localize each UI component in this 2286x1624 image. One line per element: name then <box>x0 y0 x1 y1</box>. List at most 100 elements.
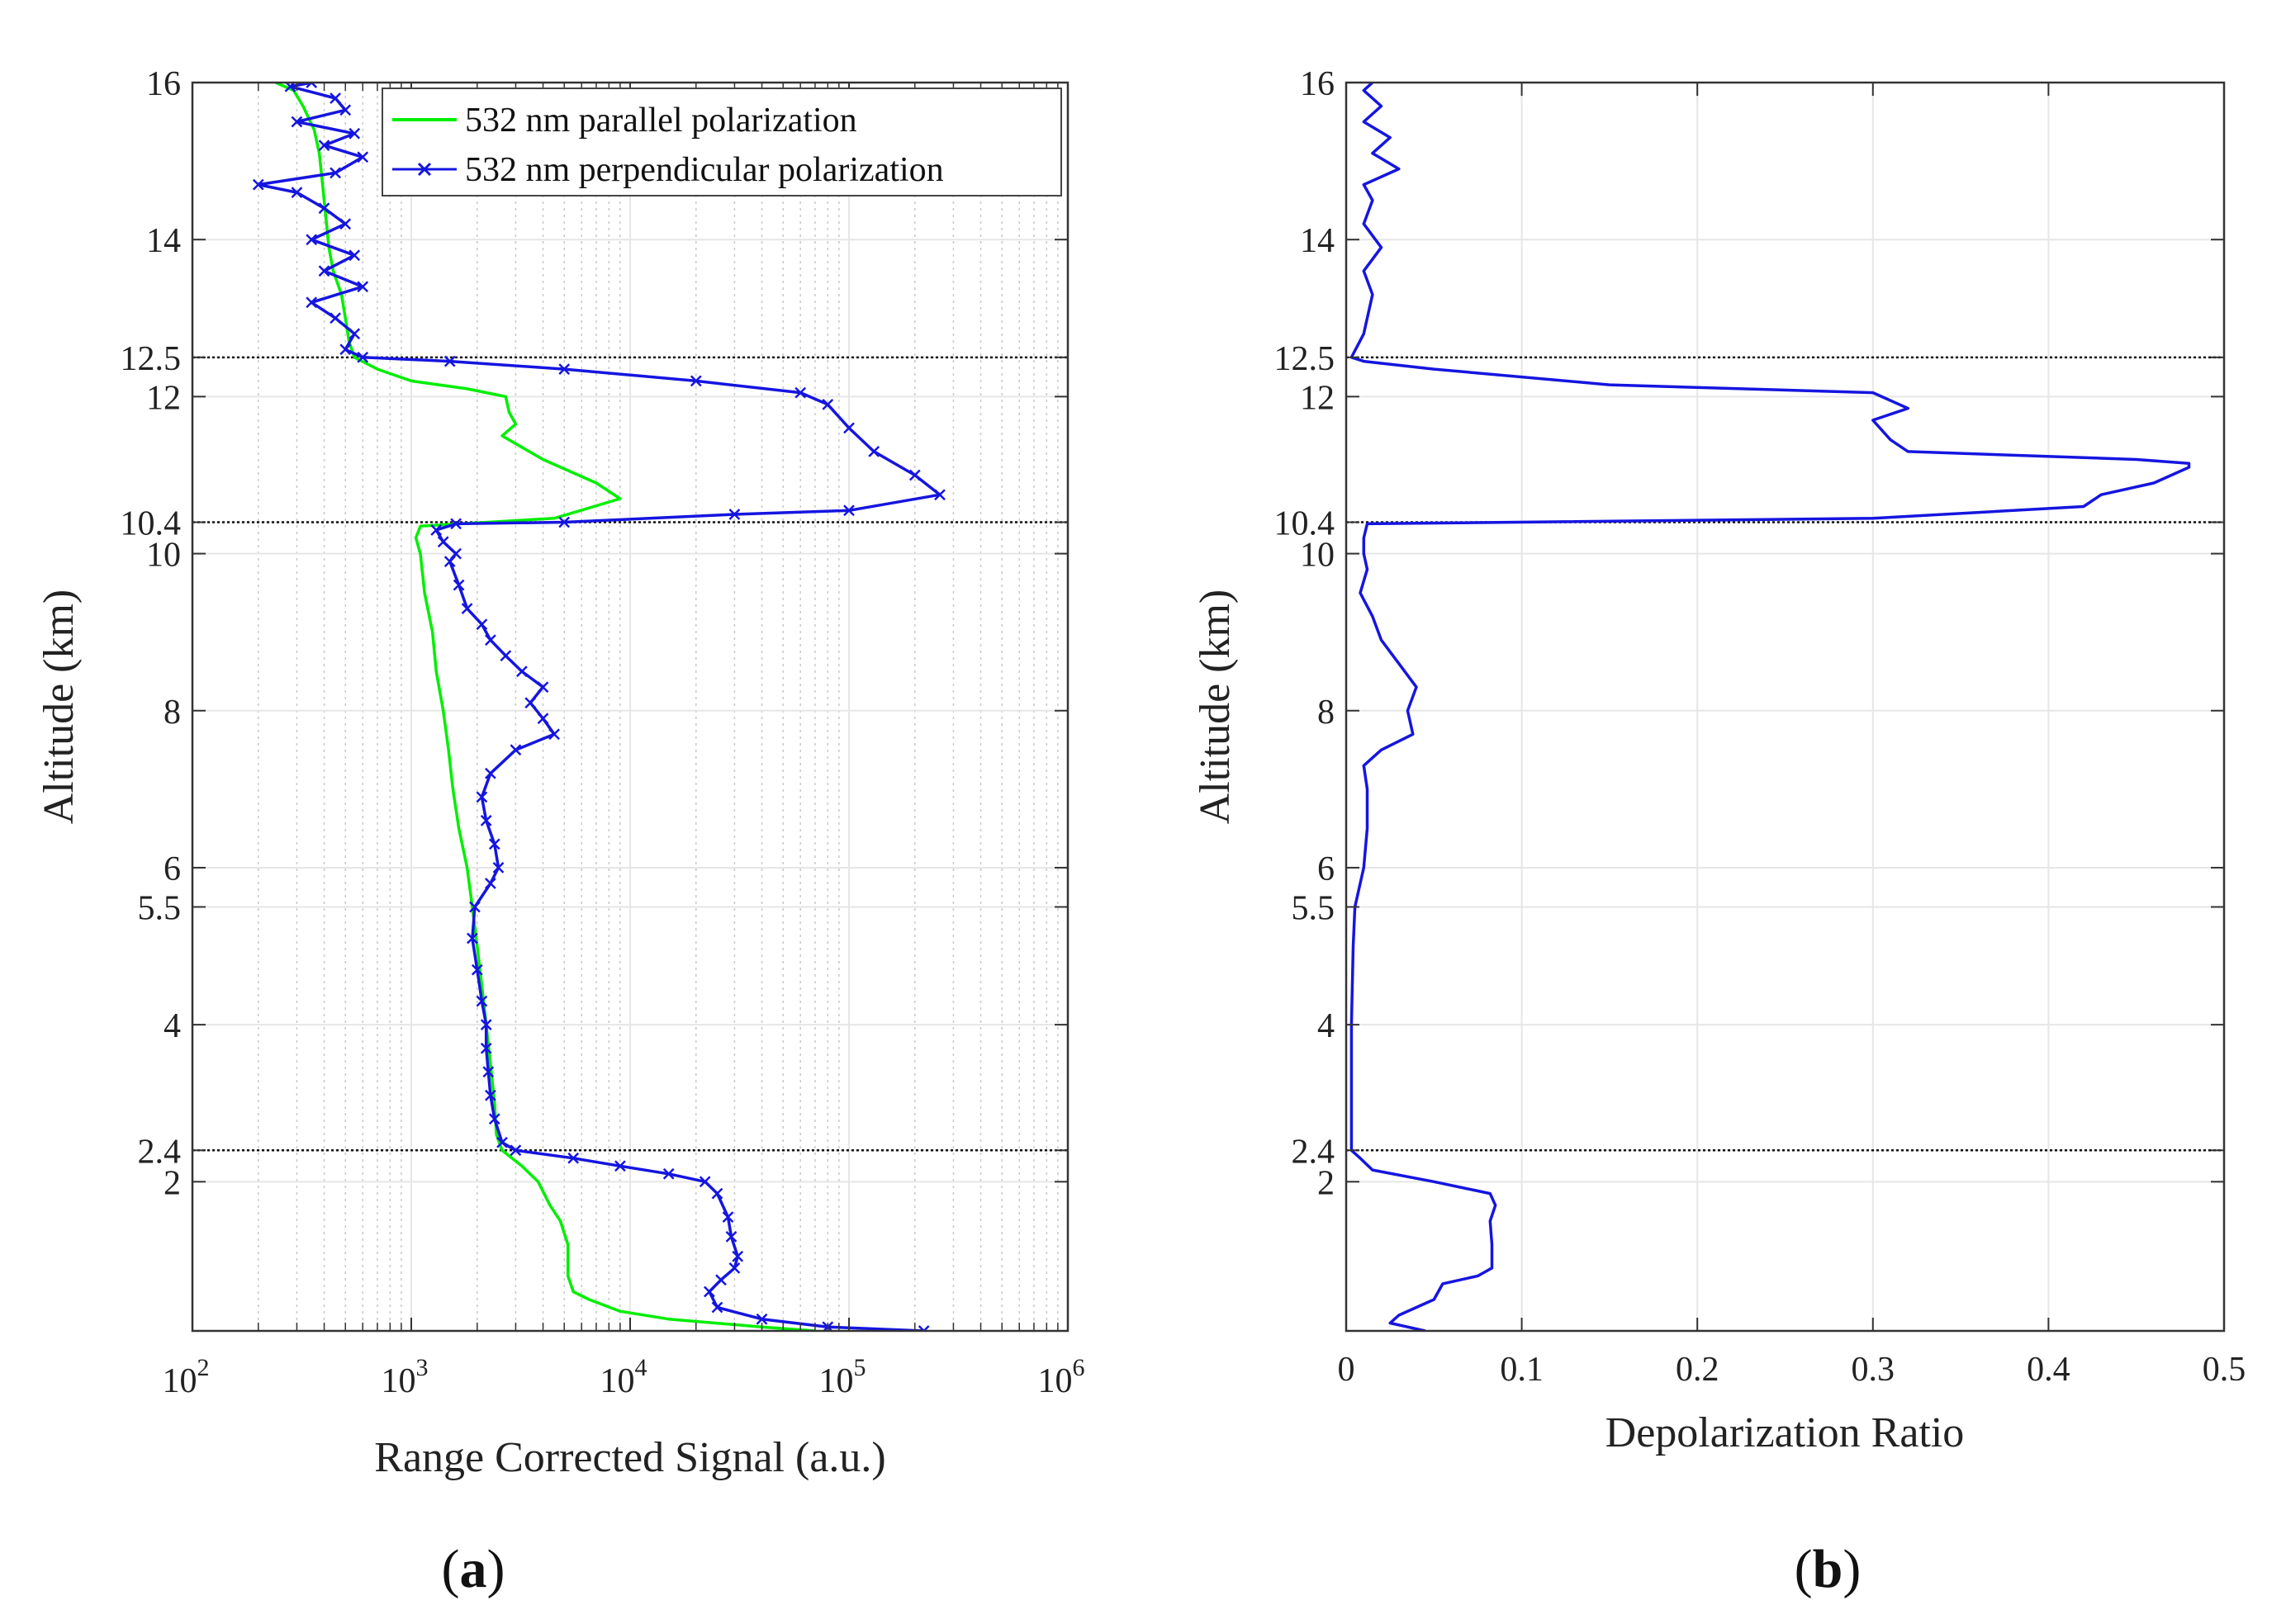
y-tick-label: 4 <box>1317 1007 1335 1045</box>
series-marker <box>339 104 352 116</box>
x-tick-label-exponent: 2 <box>197 1354 210 1381</box>
x-tick-labels-b: 0 0.1 0.2 0.3 0.4 0.5 <box>1338 1351 2246 1389</box>
y-tick-label: 5.5 <box>138 889 182 927</box>
series-marker <box>252 178 264 191</box>
series-marker <box>524 697 537 709</box>
x-axis-label-a: Range Corrected Signal (a.u.) <box>374 1434 885 1481</box>
series-marker <box>488 838 500 850</box>
series-marker <box>868 446 880 457</box>
series-marker <box>516 665 528 678</box>
series-marker <box>476 618 488 631</box>
series-marker <box>450 518 462 530</box>
series-marker <box>476 995 488 1007</box>
series-marker <box>908 469 921 481</box>
series-marker <box>357 351 369 363</box>
panel-b: 16 14 12.512 10.410 8 65.5 4 2.42 0 0.1 0.2 0.3 0.4… <box>1192 65 2246 1599</box>
y-tick-label: 10 <box>1300 537 1335 575</box>
series-marker <box>558 363 571 375</box>
y-tick-label: 4 <box>164 1007 181 1045</box>
series-marker <box>318 202 330 215</box>
x-tick-label: 104 <box>600 1354 647 1400</box>
series-marker <box>476 791 488 803</box>
series-marker <box>794 386 807 399</box>
x-tick-label-base: 10 <box>600 1362 635 1400</box>
y-tick-label: 14 <box>1300 222 1335 260</box>
series-marker <box>918 1325 930 1331</box>
series-marker <box>306 234 318 246</box>
series-marker <box>510 1144 522 1157</box>
series-marker <box>480 1019 492 1030</box>
series-marker <box>349 328 361 340</box>
series-group-a <box>252 83 946 1331</box>
series-marker <box>934 489 946 501</box>
y-tick-labels-a: 16 14 12.512 10.410 8 65.5 4 2.42 <box>121 65 182 1202</box>
plot-frame-b <box>1345 81 2226 1333</box>
series-marker <box>728 509 741 520</box>
y-tick-label: 6 <box>164 850 181 888</box>
x-tick-label: 0.4 <box>2027 1351 2070 1389</box>
y-tick-label: 2 <box>164 1164 181 1202</box>
series-marker <box>461 603 473 614</box>
series-marker <box>480 815 492 826</box>
series-line-2 <box>257 83 941 1331</box>
series-marker <box>306 83 318 88</box>
series-marker <box>690 375 702 387</box>
series-marker <box>510 744 522 756</box>
x-tick-label: 106 <box>1038 1354 1085 1400</box>
y-tick-label: 10.4 <box>121 505 182 543</box>
series-marker <box>496 1136 508 1148</box>
x-tick-label: 105 <box>819 1354 866 1400</box>
series-marker <box>711 1187 723 1200</box>
series-marker <box>614 1160 626 1172</box>
series-marker <box>485 878 496 889</box>
series-marker <box>711 1301 723 1314</box>
series-marker <box>453 579 465 591</box>
x-tick-label: 0.5 <box>2203 1351 2246 1389</box>
x-tick-labels-a: 102 103 104 105 106 <box>163 1354 1085 1400</box>
y-axis-label-a: Altitude (km) <box>36 589 83 825</box>
panel-label-a-letter: a <box>460 1539 487 1599</box>
series-marker <box>822 399 834 410</box>
series-marker <box>450 547 462 560</box>
y-tick-label: 16 <box>1300 65 1335 103</box>
x-tick-label-base: 10 <box>163 1362 197 1400</box>
series-marker <box>699 1176 711 1188</box>
series-marker <box>725 1231 737 1243</box>
series-marker <box>482 1066 495 1078</box>
series-marker <box>722 1211 734 1223</box>
x-tick-label-exponent: 6 <box>1073 1354 1085 1381</box>
series-marker <box>467 932 478 945</box>
x-tick-label: 102 <box>163 1354 210 1400</box>
x-tick-label-exponent: 5 <box>854 1354 866 1381</box>
series-marker <box>843 422 855 434</box>
series-marker <box>349 249 361 262</box>
series-marker <box>500 650 512 662</box>
x-tick-label: 0.2 <box>1676 1351 1719 1389</box>
series-marker <box>471 964 483 976</box>
plot-area-b <box>1346 83 2224 1331</box>
y-tick-label: 12 <box>146 379 181 417</box>
series-marker <box>430 524 443 536</box>
y-tick-label: 5.5 <box>1292 889 1335 927</box>
series-marker <box>756 1313 768 1325</box>
x-tick-label-exponent: 4 <box>635 1354 647 1381</box>
x-tick-label: 0.1 <box>1500 1351 1544 1389</box>
series-marker <box>349 127 361 140</box>
series-marker <box>537 681 549 694</box>
reference-lines-a <box>192 356 1068 1152</box>
y-tick-label: 8 <box>164 694 181 732</box>
x-tick-label-base: 10 <box>1038 1362 1073 1400</box>
series-marker <box>843 504 855 517</box>
y-tick-label: 8 <box>1317 694 1335 732</box>
series-marker <box>330 167 341 179</box>
legend-label-perpendicular: 532 nm perpendicular polarization <box>465 151 944 189</box>
series-marker <box>548 728 560 741</box>
y-tick-label: 16 <box>146 65 181 103</box>
y-tick-label: 6 <box>1317 850 1335 888</box>
ticks-b <box>1345 82 2225 1331</box>
series-marker <box>662 1167 675 1180</box>
y-tick-labels-b: 16 14 12.512 10.410 8 65.5 4 2.42 <box>1274 65 1335 1202</box>
panel-label-b-open: ( <box>1795 1539 1813 1599</box>
y-tick-label: 12 <box>1300 379 1335 417</box>
